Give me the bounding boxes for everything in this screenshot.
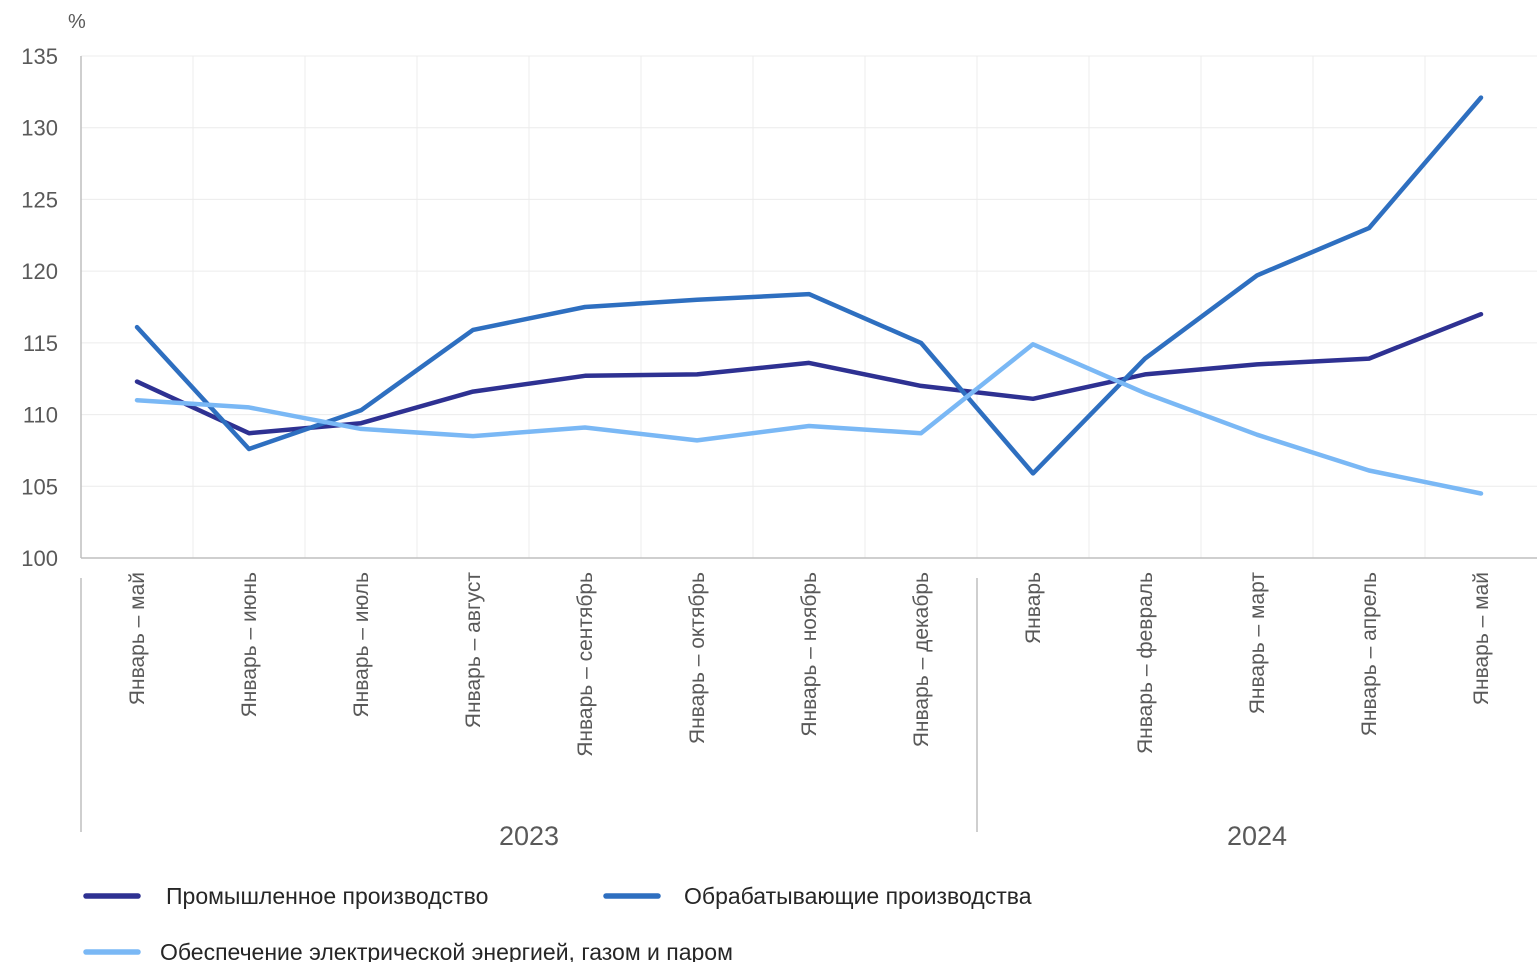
x-tick-label: Январь – ноябрь: [798, 572, 821, 737]
series-line-3: [134, 342, 1484, 496]
y-tick-label: 120: [21, 259, 58, 284]
y-tick-labels: 100 105 110 115 120 125 130 135: [21, 44, 58, 571]
series-line-1: [134, 311, 1484, 436]
legend: Промышленное производство Обрабатывающие …: [83, 883, 1032, 962]
x-tick-label: Январь – сентябрь: [574, 572, 597, 757]
y-tick-label: 130: [21, 116, 58, 141]
y-tick-label: 100: [21, 546, 58, 571]
y-tick-label: 105: [21, 474, 58, 499]
x-tick-label: Январь – декабрь: [910, 572, 933, 747]
x-tick-label: Январь – апрель: [1358, 572, 1381, 736]
x-tick-label: Январь – июнь: [238, 572, 261, 717]
grid-lines: [81, 55, 1537, 558]
x-tick-label: Январь – август: [462, 572, 485, 729]
y-tick-label: 110: [23, 403, 58, 428]
x-tick-label: Январь – февраль: [1134, 572, 1157, 754]
x-tick-label: Январь: [1022, 572, 1045, 644]
y-tick-label: 115: [23, 331, 58, 356]
y-axis-unit-label: %: [68, 11, 86, 33]
y-tick-label: 135: [21, 44, 58, 69]
x-tick-label: Январь – июль: [350, 572, 373, 718]
series-line-2: [134, 95, 1484, 476]
legend-label-1: Промышленное производство: [166, 883, 488, 909]
series-lines: [134, 95, 1484, 496]
x-group-label: 2024: [1227, 821, 1287, 851]
axes: [80, 56, 1537, 832]
x-group-label: 2023: [499, 821, 559, 851]
y-tick-label: 125: [21, 187, 58, 212]
x-tick-label: Январь – октябрь: [686, 572, 709, 744]
x-tick-label: Январь – май: [1470, 572, 1493, 705]
x-tick-label: Январь – май: [126, 572, 149, 705]
x-tick-label: Январь – март: [1246, 572, 1269, 715]
x-tick-labels: Январь – май Январь – июнь Январь – июль Ян…: [126, 572, 1493, 757]
legend-label-2: Обрабатывающие производства: [684, 883, 1032, 909]
legend-label-3: Обеспечение электрической энергией, газо…: [160, 939, 733, 962]
x-group-labels: 2023 2024: [499, 821, 1287, 851]
